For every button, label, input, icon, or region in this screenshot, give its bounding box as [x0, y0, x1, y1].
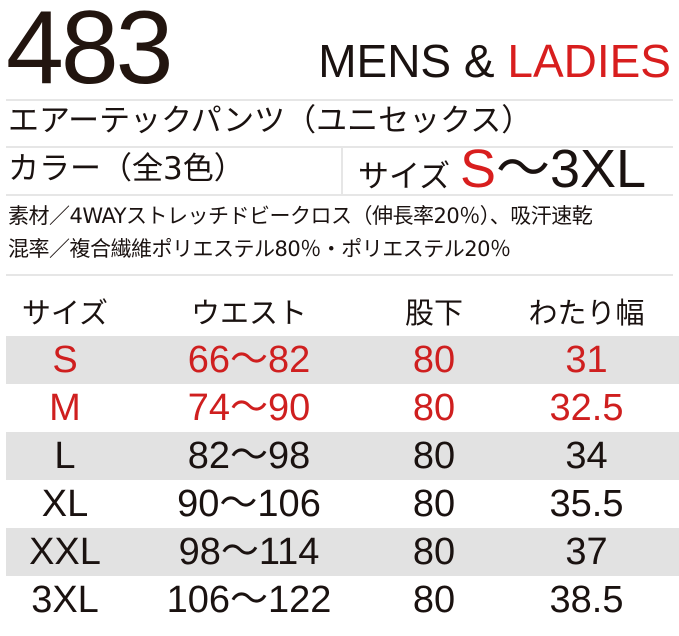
divider — [341, 147, 343, 194]
table-row: XL 90～106 80 35.5 — [6, 480, 679, 528]
table-row: 3XL 106～122 80 38.5 — [6, 576, 679, 624]
gender-label: MENS & LADIES — [318, 36, 671, 87]
cell-size: S — [6, 336, 124, 384]
cell-size: 3XL — [31, 579, 99, 621]
cell-inseam: 80 — [374, 432, 494, 480]
cell-size: XL — [41, 483, 89, 525]
cell-waist: 106～122 — [166, 579, 332, 621]
size-range-from: S — [459, 139, 496, 199]
cell-inseam: 80 — [412, 387, 456, 429]
cell-inseam: 80 — [374, 336, 494, 384]
material-line: 素材／4WAYストレッチドビークロス（伸長率20％）、吸汗速乾 — [8, 204, 593, 228]
cell-thigh: 34 — [494, 432, 679, 480]
cell-thigh: 32.5 — [549, 387, 624, 429]
color-count: カラー（全3色） — [8, 151, 245, 187]
table-row: M 74～90 80 32.5 — [6, 384, 679, 432]
cell-waist: 66～82 — [124, 336, 374, 384]
header-inseam: 股下 — [404, 296, 463, 330]
header-size: サイズ — [21, 296, 109, 330]
cell-waist: 90～106 — [177, 483, 321, 525]
size-table: サイズ ウエスト 股下 わたり幅 S 66～82 80 31 M 74～90 80 32.5… — [6, 290, 679, 624]
header-thigh: わたり幅 — [528, 296, 645, 330]
cell-inseam: 80 — [412, 579, 456, 621]
divider — [6, 194, 673, 196]
divider — [6, 274, 673, 276]
cell-size: M — [49, 387, 81, 429]
blend-line: 混率／複合繊維ポリエステル80％・ポリエステル20％ — [8, 237, 511, 261]
cell-size: L — [6, 432, 124, 480]
table-row: L 82～98 80 34 — [6, 432, 679, 480]
table-row: S 66～82 80 31 — [6, 336, 679, 384]
table-header: サイズ ウエスト 股下 わたり幅 — [6, 290, 679, 336]
cell-waist: 82～98 — [124, 432, 374, 480]
size-range-label: サイズ — [358, 159, 451, 195]
divider — [6, 146, 673, 148]
cell-thigh: 31 — [494, 336, 679, 384]
header-waist: ウエスト — [190, 296, 307, 330]
gender-mens: MENS & — [318, 35, 495, 87]
product-name: エアーテックパンツ（ユニセックス） — [8, 103, 533, 139]
gender-ladies: LADIES — [507, 35, 671, 87]
model-number: 483 — [6, 0, 174, 106]
size-range: サイズ S～3XL — [358, 139, 647, 199]
cell-thigh: 37 — [494, 528, 679, 576]
cell-waist: 74～90 — [187, 387, 311, 429]
cell-thigh: 35.5 — [549, 483, 624, 525]
cell-inseam: 80 — [412, 483, 456, 525]
divider — [6, 99, 673, 101]
size-range-to: ～3XL — [495, 139, 647, 199]
cell-thigh: 38.5 — [549, 579, 624, 621]
table-row: XXL 98～114 80 37 — [6, 528, 679, 576]
cell-size: XXL — [6, 528, 124, 576]
cell-inseam: 80 — [374, 528, 494, 576]
cell-waist: 98～114 — [124, 528, 374, 576]
